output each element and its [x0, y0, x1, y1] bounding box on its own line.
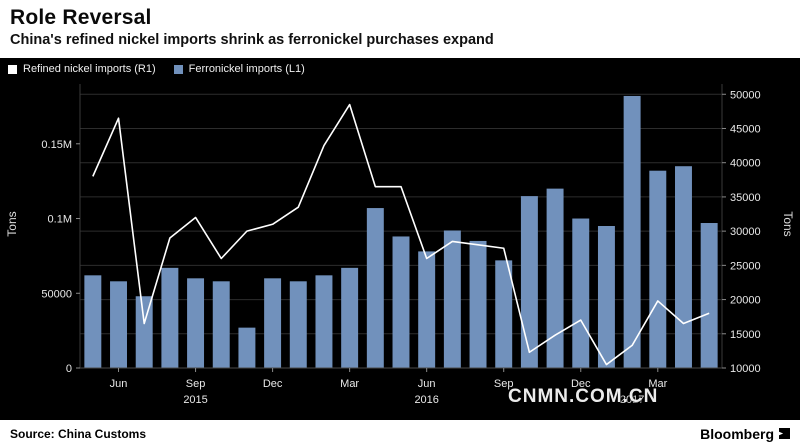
chart-plot: 0 50000 0.1M 0.15M 10000 15000 20000 25000 30000…: [41, 84, 761, 406]
bloomberg-logo: Bloomberg: [700, 426, 790, 442]
svg-text:35000: 35000: [730, 192, 761, 204]
right-axis-tick-labels: 10000 15000 20000 25000 30000 35000 40000 45000…: [722, 89, 761, 375]
bloomberg-mark-icon: [779, 428, 790, 439]
chart-region: Refined nickel imports (R1) Ferronickel …: [0, 58, 800, 420]
refined-nickel-swatch-icon: [8, 64, 17, 74]
source-text: Source: China Customs: [10, 426, 147, 441]
svg-text:Mar: Mar: [648, 378, 667, 390]
bar-series-ferronickel: [84, 95, 718, 369]
svg-text:30000: 30000: [730, 226, 761, 238]
svg-text:2017: 2017: [620, 394, 644, 406]
bloomberg-wordmark: Bloomberg: [700, 425, 774, 442]
watermark: CNMN.COM.CN: [508, 386, 659, 407]
svg-text:Jun: Jun: [110, 378, 128, 390]
svg-text:Sep: Sep: [494, 378, 514, 390]
chart-title: Role Reversal: [10, 6, 152, 29]
legend-item-ferronickel: Ferronickel imports (L1): [173, 63, 305, 75]
svg-text:Sep: Sep: [186, 378, 206, 390]
svg-text:50000: 50000: [730, 89, 761, 101]
svg-text:50000: 50000: [41, 288, 72, 300]
svg-text:20000: 20000: [730, 295, 761, 307]
right-axis-title: Tons: [781, 211, 795, 237]
ferronickel-swatch-icon: [173, 64, 183, 74]
chart-header: Role Reversal China's refined nickel imp…: [0, 0, 800, 58]
line-series-refined-nickel: [92, 103, 710, 366]
svg-text:0.15M: 0.15M: [41, 139, 72, 151]
svg-text:2016: 2016: [414, 394, 438, 406]
svg-text:Jun: Jun: [418, 378, 436, 390]
chart-footer: Source: China Customs Bloomberg: [0, 420, 800, 447]
svg-text:Mar: Mar: [340, 378, 359, 390]
gridlines: [80, 93, 722, 369]
svg-text:Dec: Dec: [571, 378, 591, 390]
svg-text:25000: 25000: [730, 260, 761, 272]
left-axis-title: Tons: [5, 211, 19, 237]
svg-text:10000: 10000: [730, 363, 761, 375]
svg-text:40000: 40000: [730, 158, 761, 170]
left-axis-tick-labels: 0 50000 0.1M 0.15M: [41, 139, 80, 375]
svg-text:Dec: Dec: [263, 378, 283, 390]
svg-text:0: 0: [66, 363, 72, 375]
legend: Refined nickel imports (R1) Ferronickel …: [8, 63, 305, 75]
svg-text:2015: 2015: [183, 394, 207, 406]
x-axis-tick-labels: Jun Sep Dec Mar Jun Sep Dec Mar 2015 2016 2017: [110, 368, 668, 406]
legend-label-ferronickel: Ferronickel imports (L1): [188, 63, 305, 75]
chart-subtitle: China's refined nickel imports shrink as…: [10, 32, 494, 48]
svg-text:0.1M: 0.1M: [48, 214, 72, 226]
legend-item-refined-nickel: Refined nickel imports (R1): [8, 63, 156, 75]
legend-label-refined-nickel: Refined nickel imports (R1): [23, 63, 156, 75]
svg-text:15000: 15000: [730, 329, 761, 341]
svg-text:45000: 45000: [730, 123, 761, 135]
